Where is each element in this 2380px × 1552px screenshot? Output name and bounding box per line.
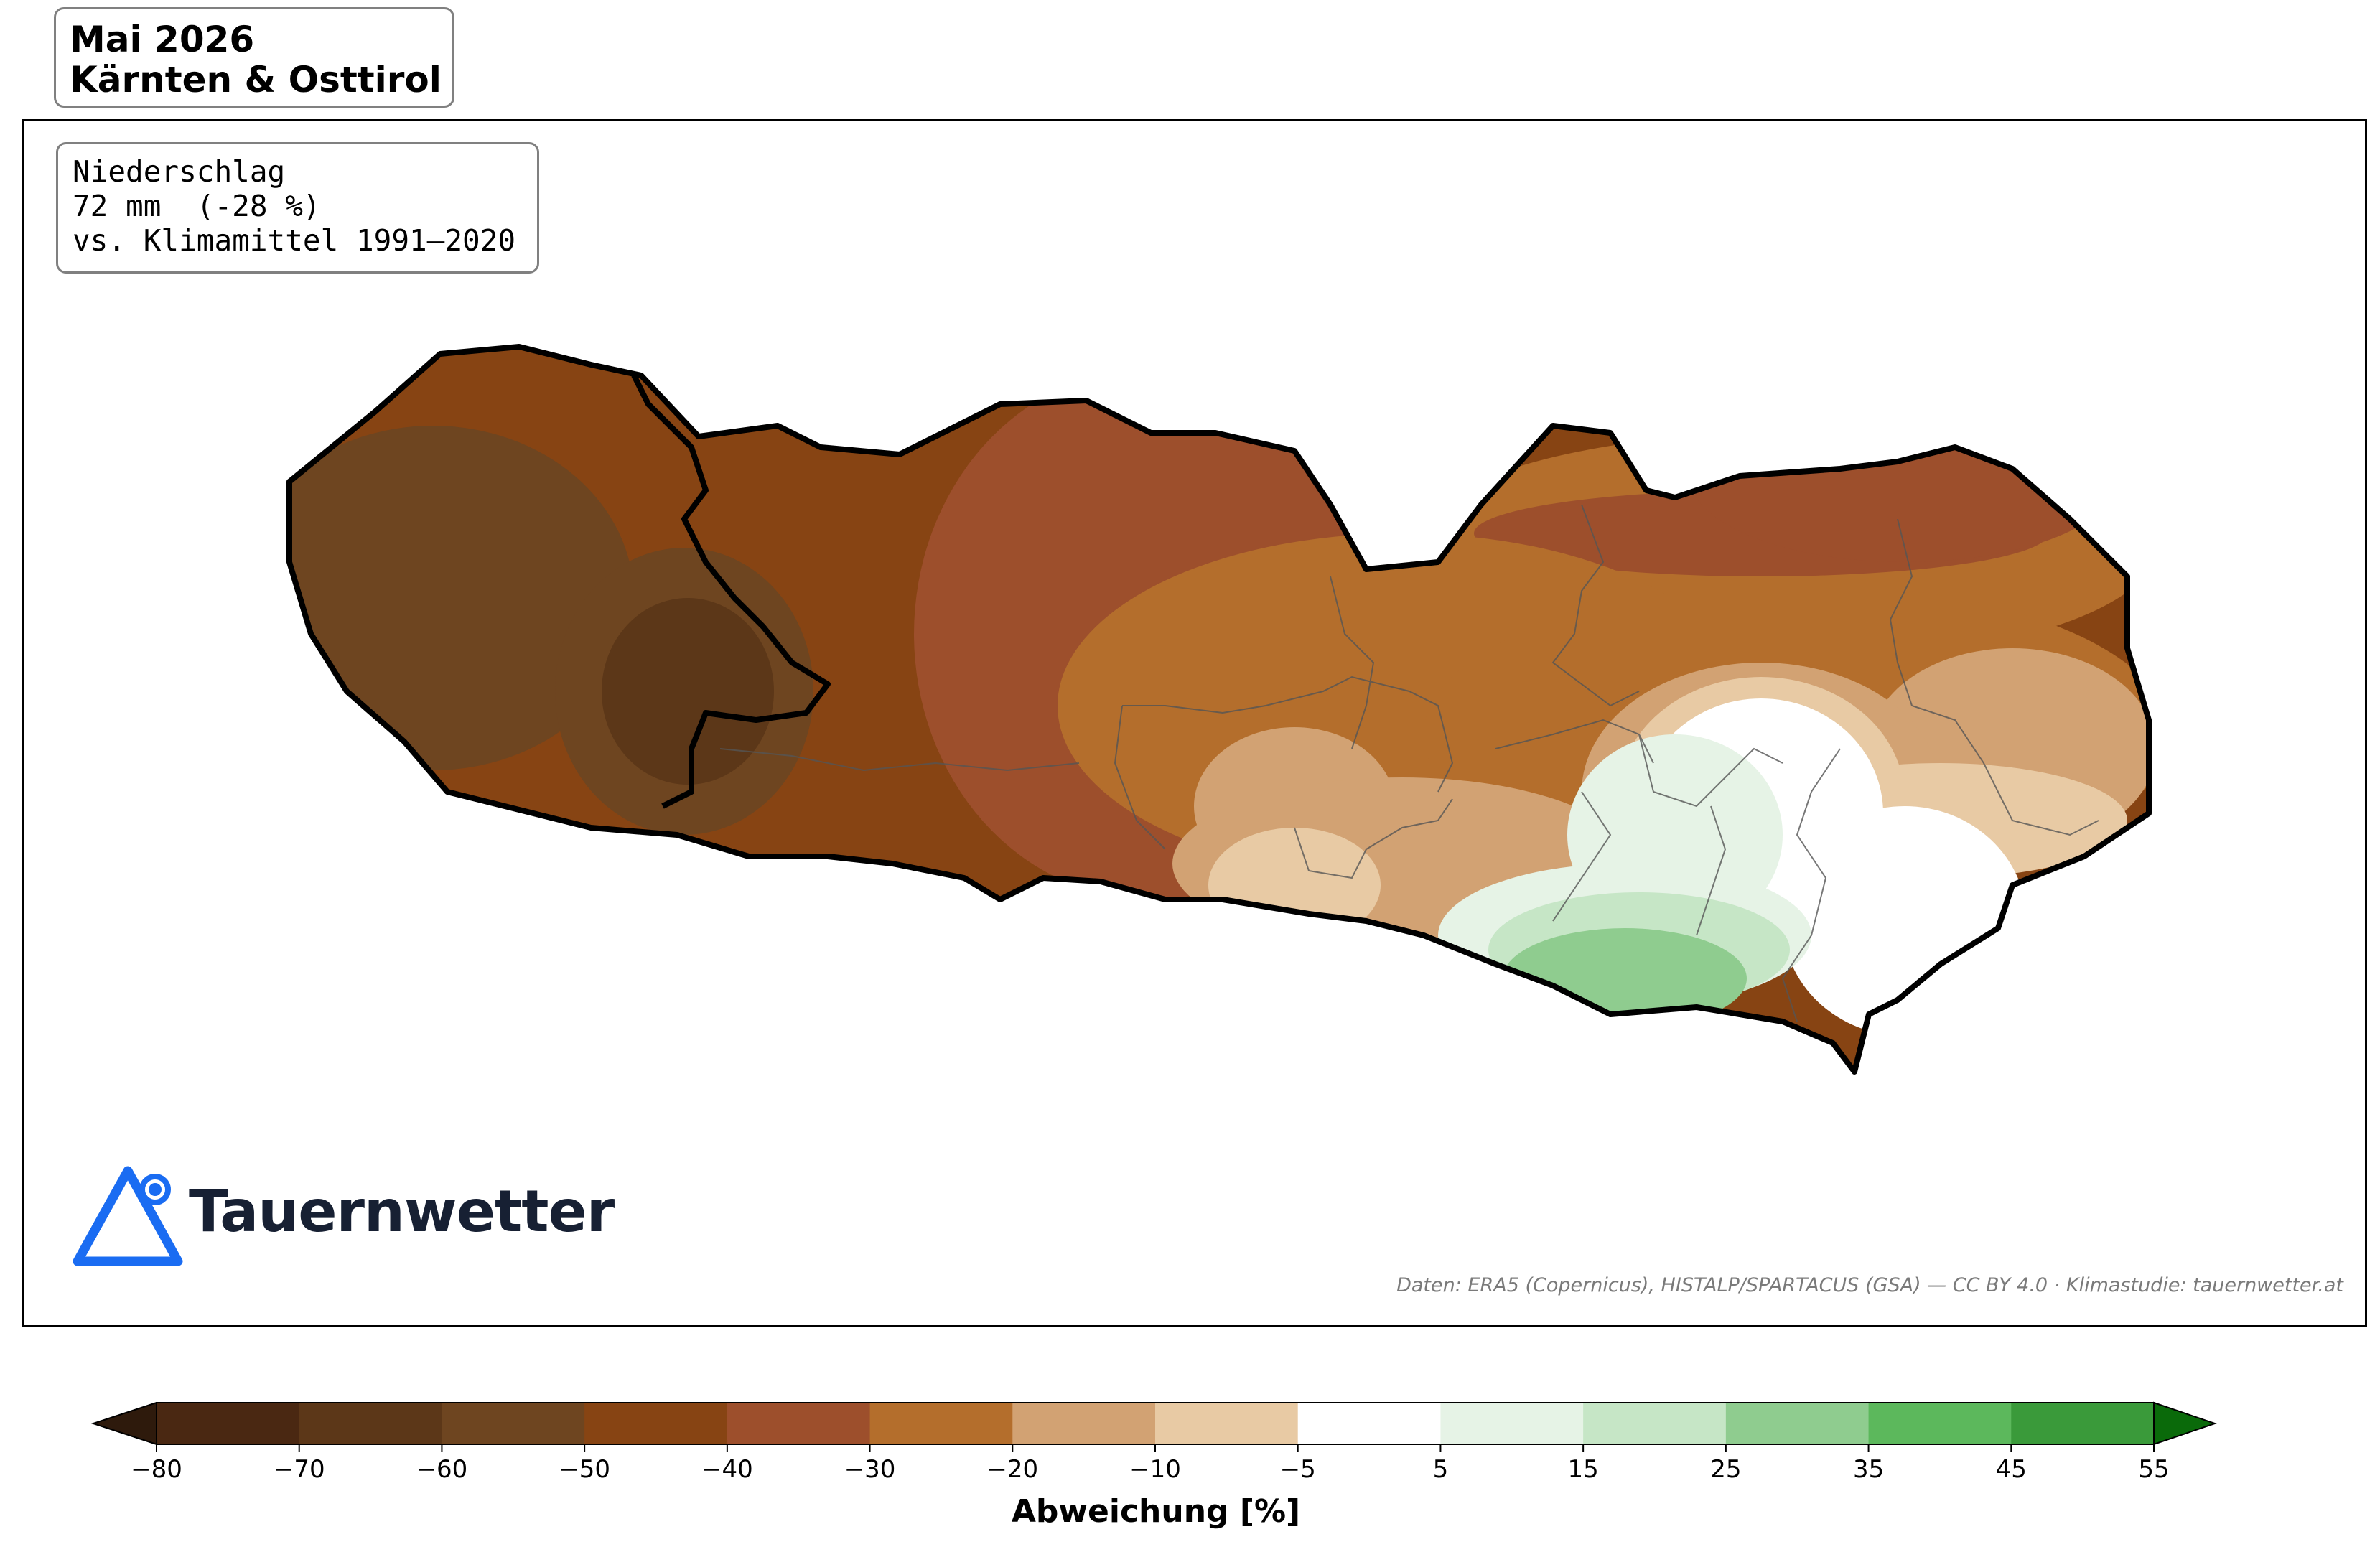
colorbar-tick-label: −5 [1280, 1455, 1316, 1484]
info-reference: vs. Klimamittel 1991–2020 [73, 223, 516, 258]
colorbar-extend-low [90, 1401, 157, 1446]
district-boundaries [719, 504, 2099, 1022]
colorbar-swatch [584, 1403, 728, 1444]
colorbar-tick-label: 25 [1710, 1455, 1741, 1484]
colorbar-tick-label: −40 [701, 1455, 753, 1484]
precipitation-anomaly-map [24, 121, 2365, 1325]
colorbar-swatch [869, 1403, 1013, 1444]
data-credits: Daten: ERA5 (Copernicus), HISTALP/SPARTA… [1396, 1274, 2343, 1296]
colorbar-extend-high [2153, 1401, 2218, 1446]
colorbar-swatch [2011, 1403, 2155, 1444]
colorbar-swatch [1868, 1403, 2012, 1444]
colorbar-swatch [1583, 1403, 1727, 1444]
info-variable: Niederschlag [73, 154, 286, 189]
brand-name: Tauernwetter [189, 1178, 615, 1245]
colorbar-tick-label: 45 [1996, 1455, 2027, 1484]
map-frame: Niederschlag 72 mm (-28 %) vs. Klimamitt… [22, 119, 2367, 1327]
colorbar-swatch [157, 1403, 300, 1444]
colorbar-swatch [1297, 1403, 1441, 1444]
colorbar-ticks: −80 −70 −60 −50 −40 −30 −20 −10 −5 5 15 25 35 45 55 [131, 1444, 2170, 1484]
colorbar-swatch [1012, 1403, 1156, 1444]
title-box: Mai 2026 Kärnten & Osttirol [54, 7, 454, 108]
info-box: Niederschlag 72 mm (-28 %) vs. Klimamitt… [56, 142, 539, 274]
colorbar-tick-label: −70 [274, 1455, 325, 1484]
colorbar-label: Abweichung [%] [1011, 1493, 1301, 1530]
title-region: Kärnten & Osttirol [70, 59, 442, 100]
colorbar-swatch [1155, 1403, 1299, 1444]
colorbar: −80 −70 −60 −50 −40 −30 −20 −10 −5 5 15 25 35 45 55 [90, 1401, 2218, 1484]
state-border [631, 374, 831, 809]
colorbar-tick-label: −10 [1129, 1455, 1181, 1484]
colorbar-tick-label: −30 [844, 1455, 896, 1484]
info-value: 72 mm (-28 %) [73, 189, 321, 223]
title-month: Mai 2026 [70, 19, 255, 60]
mountain-triangle-pin-icon [73, 1166, 183, 1266]
colorbar-swatch [727, 1403, 871, 1444]
colorbar-tick-label: 15 [1568, 1455, 1599, 1484]
colorbar-swatches [90, 1401, 2218, 1446]
colorbar-tick-label: −20 [986, 1455, 1038, 1484]
colorbar-swatch [1725, 1403, 1870, 1444]
colorbar-swatch [442, 1403, 585, 1444]
colorbar-tick-label: −50 [559, 1455, 610, 1484]
anomaly-field [289, 347, 2149, 1072]
colorbar-swatch [299, 1403, 442, 1444]
colorbar-swatch [1440, 1403, 1584, 1444]
colorbar-tick-label: 55 [2138, 1455, 2169, 1484]
colorbar-tick-label: 5 [1433, 1455, 1449, 1484]
colorbar-tick-label: −60 [416, 1455, 468, 1484]
colorbar-tick-label: 35 [1853, 1455, 1884, 1484]
colorbar-tick-label: −80 [131, 1455, 182, 1484]
